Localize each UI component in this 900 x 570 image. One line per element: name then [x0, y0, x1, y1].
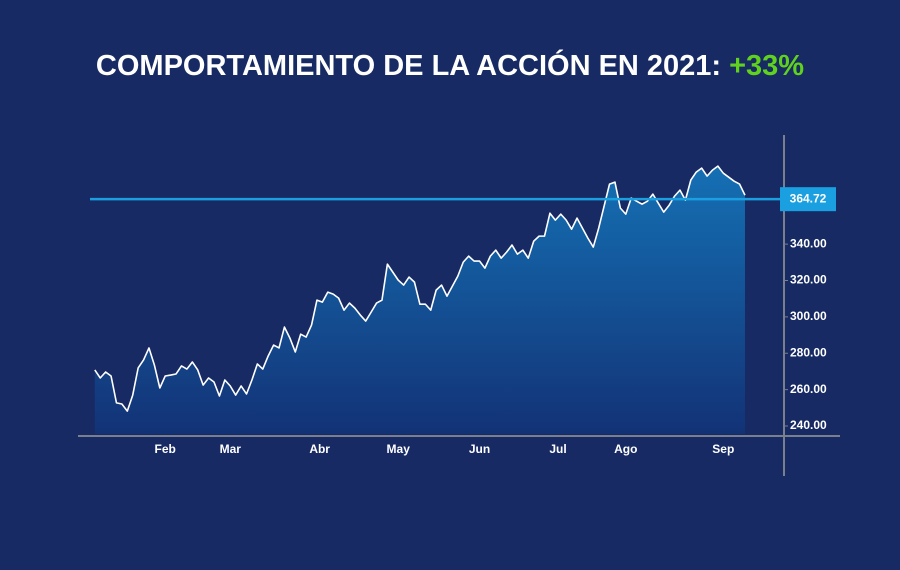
title-main: COMPORTAMIENTO DE LA ACCIÓN EN 2021:	[96, 48, 721, 82]
x-tick-label: Mar	[220, 442, 242, 456]
x-tick-label: Abr	[309, 442, 330, 456]
x-tick-label: Jul	[549, 442, 566, 456]
price-line	[94, 165, 746, 412]
x-tick-label: Sep	[712, 442, 734, 456]
chart-title: COMPORTAMIENTO DE LA ACCIÓN EN 2021: +33%	[96, 48, 804, 82]
y-tick-label: 300.00	[790, 309, 827, 323]
y-tick-label: 340.00	[790, 236, 827, 250]
x-tick-label: Jun	[469, 442, 490, 456]
x-tick-label: Ago	[614, 442, 637, 456]
y-tick-label: 320.00	[790, 273, 827, 287]
y-tick-label: 280.00	[790, 345, 827, 359]
reference-label: 364.72	[790, 191, 827, 205]
reference-label-box	[780, 187, 836, 212]
x-tick-label: May	[387, 442, 411, 456]
area-fill	[94, 166, 745, 435]
x-tick-label: Feb	[155, 442, 176, 456]
title-highlight: +33%	[729, 50, 804, 82]
y-tick-label: 260.00	[790, 382, 827, 396]
y-tick-label: 240.00	[790, 418, 827, 432]
